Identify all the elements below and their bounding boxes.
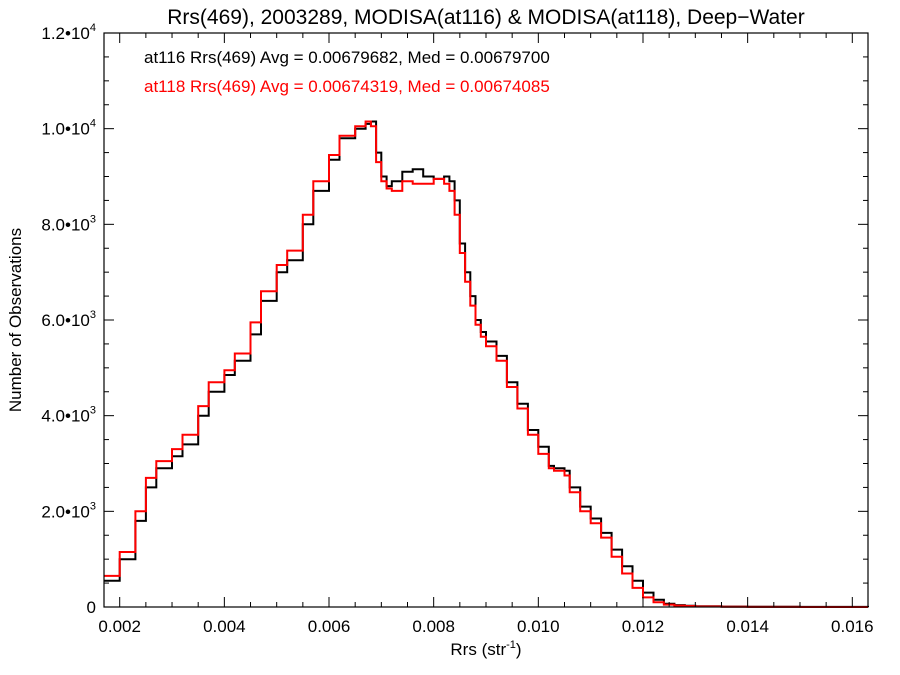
x-axis-label-main: Rrs (str bbox=[450, 640, 506, 659]
x-tick-label: 0.010 bbox=[517, 617, 560, 636]
series-line-at118 bbox=[104, 120, 868, 608]
y-axis-label: Number of Observations bbox=[6, 228, 25, 412]
y-tick-label-mantissa: 6.0•10 bbox=[41, 311, 90, 330]
y-tick-label: 2.0•103 bbox=[41, 500, 96, 521]
x-tick-label: 0.008 bbox=[412, 617, 455, 636]
y-tick-label: 4.0•103 bbox=[41, 405, 96, 426]
y-tick-label-exponent: 3 bbox=[90, 500, 96, 512]
y-tick-label: 1.0•104 bbox=[41, 118, 96, 139]
ticks-layer bbox=[104, 32, 868, 608]
y-tick-label: 1.2•104 bbox=[41, 22, 96, 43]
x-axis-label-sup: -1 bbox=[506, 639, 516, 651]
y-tick-label-mantissa: 0 bbox=[87, 598, 96, 617]
series-line-at116 bbox=[104, 120, 869, 608]
y-tick-label-exponent: 3 bbox=[90, 309, 96, 321]
y-tick-label: 0 bbox=[87, 598, 96, 617]
y-tick-label: 8.0•103 bbox=[41, 213, 96, 234]
y-tick-label-exponent: 3 bbox=[90, 213, 96, 225]
x-tick-label: 0.006 bbox=[308, 617, 351, 636]
legend-entry-at118: at118 Rrs(469) Avg = 0.00674319, Med = 0… bbox=[144, 77, 550, 96]
x-tick-label: 0.014 bbox=[726, 617, 769, 636]
y-tick-label: 6.0•103 bbox=[41, 309, 96, 330]
y-tick-label-mantissa: 2.0•10 bbox=[41, 502, 90, 521]
y-tick-label-mantissa: 4.0•10 bbox=[41, 407, 90, 426]
legend-entry-at116: at116 Rrs(469) Avg = 0.00679682, Med = 0… bbox=[144, 48, 550, 67]
x-axis-label-suffix: ) bbox=[516, 640, 522, 659]
y-tick-label-exponent: 4 bbox=[90, 118, 96, 130]
x-tick-label: 0.002 bbox=[98, 617, 141, 636]
series-layer bbox=[104, 120, 869, 608]
chart-title: Rrs(469), 2003289, MODISA(at116) & MODIS… bbox=[167, 6, 804, 29]
tick-labels-layer: 0.002 0.004 0.006 0.008 0.010 0.012 0.014 0.016… bbox=[41, 22, 873, 636]
y-tick-label-mantissa: 1.2•10 bbox=[41, 24, 90, 43]
x-tick-label: 0.004 bbox=[203, 617, 246, 636]
y-tick-label-exponent: 4 bbox=[90, 22, 96, 34]
x-tick-label: 0.016 bbox=[831, 617, 874, 636]
plot-frame bbox=[103, 32, 869, 608]
x-tick-label: 0.012 bbox=[622, 617, 665, 636]
y-tick-label-exponent: 3 bbox=[90, 405, 96, 417]
y-tick-label-mantissa: 8.0•10 bbox=[41, 215, 90, 234]
y-tick-label-mantissa: 1.0•10 bbox=[41, 120, 90, 139]
x-axis-label: Rrs (str-1) bbox=[450, 639, 521, 659]
